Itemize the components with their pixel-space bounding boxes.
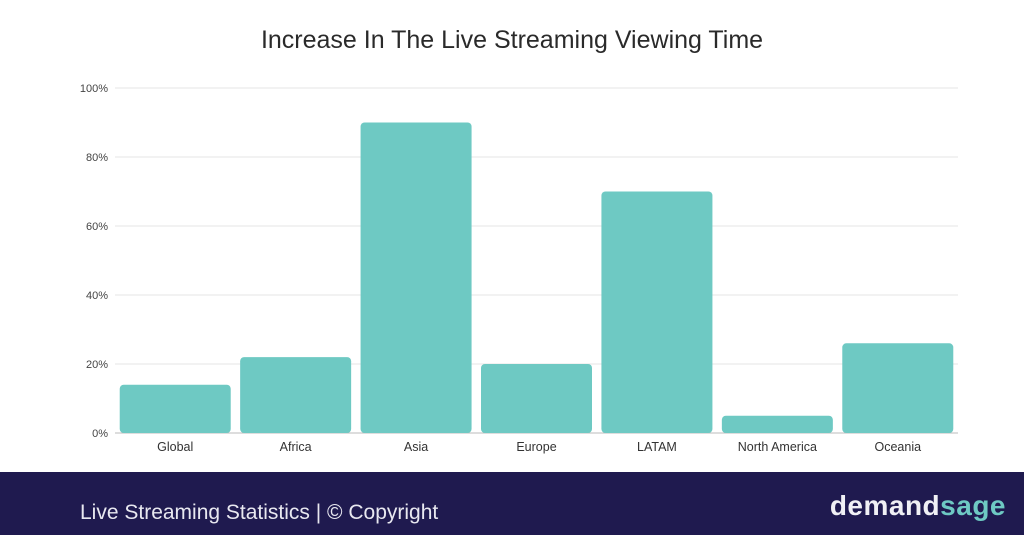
bar-asia xyxy=(360,122,472,433)
y-tick-label: 0% xyxy=(92,428,108,440)
bar-oceania xyxy=(842,343,954,433)
y-tick-label: 100% xyxy=(80,83,108,95)
y-tick-label: 60% xyxy=(86,221,108,233)
logo-part-sage: sage xyxy=(940,490,1006,521)
bar-north-america xyxy=(721,415,833,433)
x-tick-label: Europe xyxy=(516,440,556,454)
bar-global xyxy=(119,384,231,433)
x-tick-label: Oceania xyxy=(875,440,922,454)
x-tick-label: Africa xyxy=(280,440,312,454)
x-tick-label: Asia xyxy=(404,440,428,454)
y-tick-label: 40% xyxy=(86,290,108,302)
x-tick-label: Global xyxy=(157,440,193,454)
demandsage-logo: demandsage xyxy=(830,490,1006,522)
y-tick-label: 20% xyxy=(86,359,108,371)
bar-europe xyxy=(481,364,592,433)
x-tick-label: North America xyxy=(738,440,817,454)
bar-africa xyxy=(240,357,352,433)
footer-text: Live Streaming Statistics | © Copyright xyxy=(80,501,439,524)
chart-title: Increase In The Live Streaming Viewing T… xyxy=(260,26,764,54)
logo-part-demand: demand xyxy=(829,490,941,521)
footer-bar: Live Streaming Statistics | © Copyright … xyxy=(0,472,1024,535)
y-tick-label: 80% xyxy=(86,152,108,164)
bar-latam xyxy=(601,191,713,433)
bar-chart: 0% 20% 40% 60% 80% 100% Global Africa Asia Europe… xyxy=(80,83,958,454)
x-tick-label: LATAM xyxy=(637,440,677,454)
